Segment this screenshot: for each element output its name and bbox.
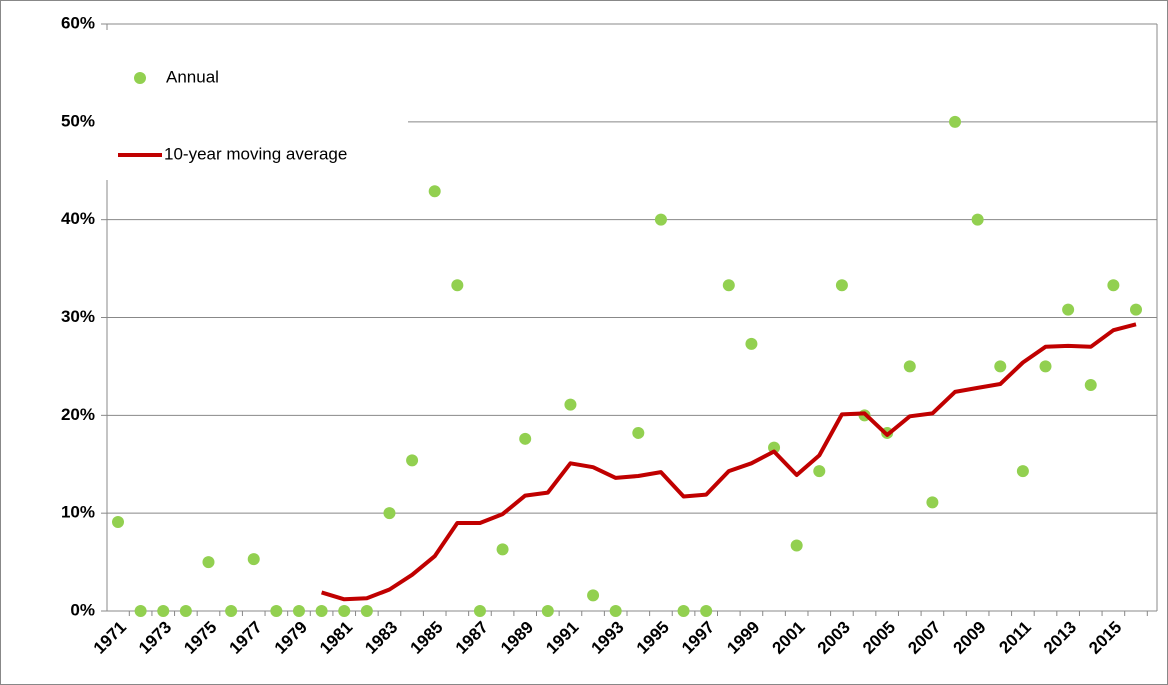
y-tick-label: 60% — [61, 13, 95, 32]
y-tick-label: 20% — [61, 405, 95, 424]
data-point — [587, 589, 600, 602]
data-point — [835, 279, 848, 292]
data-point — [428, 185, 441, 198]
data-point — [700, 605, 713, 617]
data-point — [632, 426, 645, 439]
data-point — [813, 465, 826, 478]
data-point — [654, 213, 667, 226]
y-tick-label: 30% — [61, 307, 95, 326]
data-point — [134, 605, 147, 617]
legend-label: Annual — [166, 67, 219, 86]
data-point — [360, 605, 373, 617]
data-point — [994, 360, 1007, 373]
data-point — [949, 115, 962, 128]
moving-average-line — [321, 322, 1137, 602]
data-point — [1084, 379, 1097, 392]
data-point — [1016, 465, 1029, 478]
data-point — [270, 605, 283, 617]
data-point — [496, 543, 509, 556]
data-point — [1039, 360, 1052, 373]
data-point — [790, 539, 803, 552]
y-tick-label: 50% — [61, 111, 95, 130]
data-point — [338, 605, 351, 617]
legend-marker — [134, 72, 146, 84]
data-point — [157, 605, 170, 617]
y-tick-label: 0% — [70, 600, 95, 619]
data-point — [926, 496, 939, 509]
data-point — [903, 360, 916, 373]
data-point — [112, 515, 124, 528]
data-point — [383, 507, 396, 520]
data-point — [609, 605, 622, 617]
data-point — [202, 556, 215, 569]
data-point — [315, 605, 328, 617]
data-point — [971, 213, 984, 226]
data-point — [564, 398, 577, 411]
marks — [112, 115, 1142, 617]
data-point — [451, 279, 464, 292]
y-tick-label: 10% — [61, 503, 95, 522]
data-point — [768, 441, 781, 454]
data-point — [406, 454, 419, 467]
data-point — [677, 605, 690, 617]
data-point — [225, 605, 238, 617]
data-point — [519, 432, 532, 445]
y-tick-label: 40% — [61, 209, 95, 228]
data-point — [722, 279, 735, 292]
data-point — [1130, 303, 1142, 316]
data-point — [247, 553, 260, 566]
data-point — [745, 337, 758, 350]
legend: Annual 10-year moving average — [118, 67, 347, 163]
data-point — [1062, 303, 1075, 316]
data-point — [1107, 279, 1120, 292]
data-point — [473, 605, 486, 617]
data-point — [541, 605, 554, 617]
data-point — [292, 605, 305, 617]
legend-label: 10-year moving average — [164, 144, 347, 163]
data-point — [179, 605, 192, 617]
